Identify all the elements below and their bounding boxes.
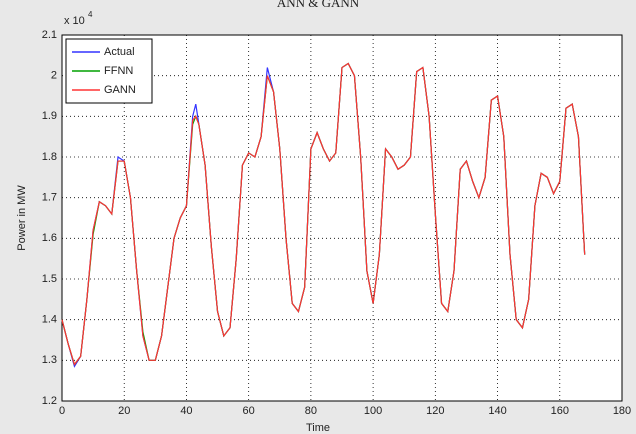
x-tick-label: 120 <box>426 405 444 417</box>
legend-label: GANN <box>104 84 136 96</box>
y-axis-label: Power in MW <box>16 185 28 251</box>
legend-label: FFNN <box>104 65 133 77</box>
x-tick-label: 180 <box>613 405 631 417</box>
y-tick-label: 1.5 <box>42 273 57 285</box>
x-tick-label: 60 <box>243 405 255 417</box>
chart-title: ANN & GANN <box>277 0 360 10</box>
y-tick-label: 1.3 <box>42 354 57 366</box>
y-tick-label: 1.6 <box>42 232 57 244</box>
series-line <box>61 62 586 366</box>
x-axis-label: Time <box>306 422 330 434</box>
y-tick-label: 1.9 <box>42 110 57 122</box>
x-tick-label: 160 <box>551 405 569 417</box>
y-tick-label: 2 <box>51 70 57 82</box>
x-tick-label: 140 <box>488 405 506 417</box>
x-tick-label: 80 <box>305 405 317 417</box>
x-tick-label: 40 <box>180 405 192 417</box>
y-tick-label: 2.1 <box>42 29 57 41</box>
x-tick-label: 0 <box>59 405 65 417</box>
y-multiplier-exponent: 4 <box>88 10 93 19</box>
x-tick-label: 20 <box>118 405 130 417</box>
x-tick-label: 100 <box>364 405 382 417</box>
legend-label: Actual <box>104 46 135 58</box>
y-multiplier: x 10 <box>64 15 85 27</box>
y-tick-label: 1.4 <box>42 314 57 326</box>
plot-area <box>61 34 623 402</box>
y-tick-label: 1.7 <box>42 192 57 204</box>
y-tick-label: 1.2 <box>42 395 57 407</box>
y-tick-label: 1.8 <box>42 151 57 163</box>
